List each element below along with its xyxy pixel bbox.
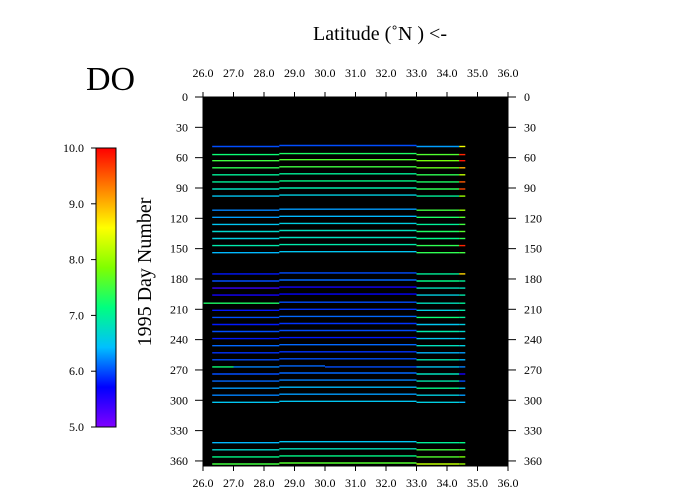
colorbar bbox=[95, 147, 117, 428]
y-tick-label-left: 360 bbox=[170, 454, 188, 468]
y-tick-label-right: 360 bbox=[524, 454, 542, 468]
colorbar-tick-label: 9.0 bbox=[69, 197, 84, 211]
x-tick-label-bottom: 34.0 bbox=[437, 476, 458, 490]
y-tick-label-right: 90 bbox=[524, 181, 536, 195]
colorbar-tick-label: 8.0 bbox=[69, 253, 84, 267]
y-tick-label-left: 330 bbox=[170, 424, 188, 438]
x-tick-label-bottom: 33.0 bbox=[406, 476, 427, 490]
x-tick-label-top: 29.0 bbox=[284, 66, 305, 80]
x-tick-label-top: 36.0 bbox=[498, 66, 519, 80]
x-tick-label-bottom: 36.0 bbox=[498, 476, 519, 490]
colorbar-tick-label: 6.0 bbox=[69, 364, 84, 378]
y-tick-label-left: 0 bbox=[182, 90, 188, 104]
x-tick-label-top: 28.0 bbox=[254, 66, 275, 80]
y-tick-label-left: 90 bbox=[176, 181, 188, 195]
y-tick-label-right: 240 bbox=[524, 333, 542, 347]
colorbar-tick-label: 5.0 bbox=[69, 420, 84, 434]
y-tick-label-right: 180 bbox=[524, 272, 542, 286]
y-tick-label-right: 210 bbox=[524, 302, 542, 316]
colorbar-ticks: 5.0 6.0 7.0 8.0 9.0 10.0 bbox=[63, 141, 96, 434]
y-axis-title: 1995 Day Number bbox=[134, 197, 156, 346]
y-tick-label-right: 150 bbox=[524, 242, 542, 256]
chart-title: DO bbox=[86, 61, 135, 98]
x-tick-label-top: 34.0 bbox=[437, 66, 458, 80]
x-tick-label-bottom: 28.0 bbox=[254, 476, 275, 490]
y-tick-label-right: 330 bbox=[524, 424, 542, 438]
y-tick-label-left: 150 bbox=[170, 242, 188, 256]
x-tick-label-bottom: 30.0 bbox=[315, 476, 336, 490]
x-tick-label-bottom: 35.0 bbox=[467, 476, 488, 490]
y-tick-label-left: 300 bbox=[170, 393, 188, 407]
x-tick-label-top: 31.0 bbox=[345, 66, 366, 80]
colorbar-tick-label: 7.0 bbox=[69, 308, 84, 322]
x-axis-title: Latitude (˚N ) <- bbox=[313, 23, 447, 45]
y-tick-label-left: 180 bbox=[170, 272, 188, 286]
y-tick-label-left: 30 bbox=[176, 120, 188, 134]
x-tick-label-bottom: 31.0 bbox=[345, 476, 366, 490]
y-tick-label-right: 120 bbox=[524, 211, 542, 225]
y-tick-label-right: 270 bbox=[524, 363, 542, 377]
axes: 26.0 26.0 27.0 27.0 28.0 28.0 29.0 29.0 30.0 30.0… bbox=[170, 66, 542, 490]
x-tick-label-top: 32.0 bbox=[376, 66, 397, 80]
track-lines bbox=[203, 144, 466, 465]
y-tick-label-left: 240 bbox=[170, 333, 188, 347]
x-tick-label-top: 26.0 bbox=[193, 66, 214, 80]
x-tick-label-top: 35.0 bbox=[467, 66, 488, 80]
y-tick-label-left: 120 bbox=[170, 211, 188, 225]
y-tick-label-right: 300 bbox=[524, 393, 542, 407]
y-tick-label-right: 0 bbox=[524, 90, 530, 104]
x-tick-label-bottom: 26.0 bbox=[193, 476, 214, 490]
x-tick-label-top: 33.0 bbox=[406, 66, 427, 80]
x-tick-label-top: 30.0 bbox=[315, 66, 336, 80]
x-tick-label-bottom: 27.0 bbox=[223, 476, 244, 490]
y-tick-label-left: 60 bbox=[176, 151, 188, 165]
x-tick-label-bottom: 29.0 bbox=[284, 476, 305, 490]
colorbar-tick-label: 10.0 bbox=[63, 141, 84, 155]
y-tick-label-right: 30 bbox=[524, 120, 536, 134]
x-tick-label-top: 27.0 bbox=[223, 66, 244, 80]
y-tick-label-right: 60 bbox=[524, 151, 536, 165]
x-tick-label-bottom: 32.0 bbox=[376, 476, 397, 490]
y-tick-label-left: 270 bbox=[170, 363, 188, 377]
y-tick-label-left: 210 bbox=[170, 302, 188, 316]
